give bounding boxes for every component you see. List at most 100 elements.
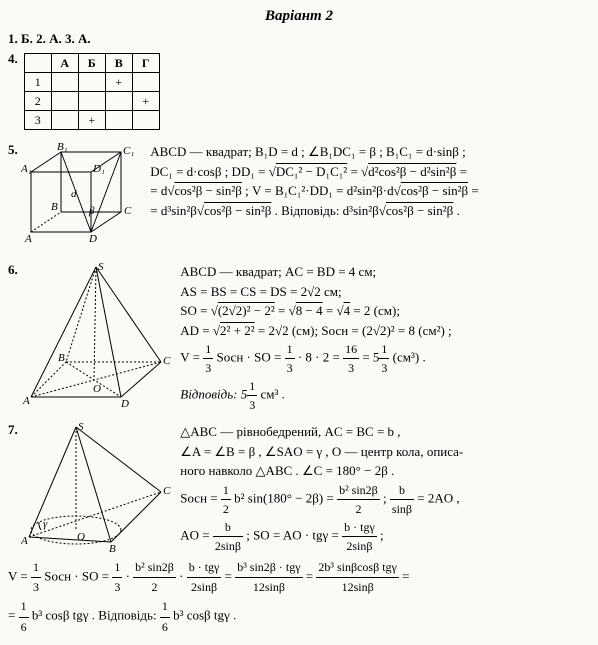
frac-n: 2b³ sinβcosβ tgγ (316, 558, 398, 578)
frac-d: 2sinβ (342, 537, 377, 555)
cell (132, 111, 159, 130)
p5-l4b: . Відповідь: d³sin²β (271, 203, 378, 218)
frac-d: 3 (112, 578, 122, 597)
p5-eq2b: = (456, 164, 467, 179)
p5-eq2: = (347, 164, 361, 179)
cell: + (132, 92, 159, 111)
p5-sqrt2a: DC₁² − D₁C₁² (276, 164, 347, 179)
p7-b1f: = (303, 569, 317, 584)
answers-1-3: 1. Б. 2. А. 3. А. (8, 31, 590, 47)
frac-n: 1 (247, 377, 257, 396)
label-c6: C (163, 355, 171, 367)
p7-l1: △ABC — рівнобедрений, AC = BC = b , (180, 424, 400, 439)
label-o6: O (93, 383, 101, 395)
frac-n: 1 (31, 558, 41, 578)
p7-l2: ∠A = ∠B = β , ∠SAO = γ , O — центр кола,… (180, 444, 463, 459)
row1-label: 1 (24, 73, 51, 92)
frac-d: 6 (160, 618, 170, 637)
p5-sqrt4: cos²β − sin²β (204, 203, 271, 218)
p5-l3b: ; V = B₁C₁²·DD₁ = d²sin²β·d (242, 183, 394, 198)
pyramid6-figure: S A B C D O (21, 262, 171, 416)
p5-l3c: = (468, 183, 479, 198)
label-s7: S (78, 422, 84, 433)
p6-l3d: = 2 (см); (350, 303, 400, 318)
cell (132, 73, 159, 92)
p6-l3a: SO = (180, 303, 210, 318)
frac-d: 12sinβ (316, 578, 398, 597)
frac-n: 1 (379, 340, 389, 359)
cell: + (105, 73, 132, 92)
row3-label: 3 (24, 111, 51, 130)
p7-l4a: Sосн = (180, 490, 221, 505)
p5-sqrt2b: d²cos²β − d²sin²β (368, 164, 456, 179)
frac-d: 2 (221, 500, 231, 518)
p5-sqrt3: cos²β − sin²β (174, 183, 241, 198)
label-b6: B (58, 352, 65, 364)
frac-n: 1 (112, 558, 122, 578)
frac-n: b² sin2β (337, 481, 380, 500)
p7-l5a: AO = (180, 527, 213, 542)
label-gamma: γ (43, 518, 48, 530)
label-c7: C (163, 485, 171, 497)
p6-l3c: = (323, 303, 337, 318)
p6-l6a: Відповідь: 5 (180, 386, 247, 401)
frac-n: b · tgγ (187, 558, 222, 578)
p7-l4b: b² sin(180° − 2β) = (231, 490, 337, 505)
variant-title: Варіант 2 (8, 8, 590, 25)
frac-n: 1 (19, 597, 29, 617)
p6-sqrt1: (2√2)² − 2² (218, 303, 275, 318)
th-a: А (51, 54, 78, 73)
row2-label: 2 (24, 92, 51, 111)
frac-d: sinβ (390, 500, 414, 518)
cell (105, 92, 132, 111)
p7-b1d: · (176, 569, 187, 584)
p7-l5c: ; (377, 527, 384, 542)
label-d1: D₁ (92, 163, 105, 175)
label-a6: A (22, 395, 30, 407)
p5-l4c: . (453, 203, 460, 218)
p6-l5c: · 8 · 2 = (295, 349, 344, 364)
p6-l5a: V = (180, 349, 203, 364)
label-b: B (51, 201, 58, 213)
frac-n: 1 (160, 597, 170, 617)
label-o7: O (77, 531, 85, 543)
frac-n: b² sin2β (133, 558, 176, 578)
p6-l5d: = 5 (359, 349, 379, 364)
label-b1: B₁ (57, 142, 68, 153)
frac-d: 3 (343, 359, 359, 377)
frac-n: 1 (285, 340, 295, 359)
p7-b1g: = (399, 569, 410, 584)
p5-l2a: DC₁ = d·cosβ ; DD₁ = (150, 164, 268, 179)
label-s6: S (98, 262, 104, 273)
frac-d: 3 (203, 359, 213, 377)
p6-l6b: см³ . (257, 386, 285, 401)
frac-d: 2sinβ (213, 537, 243, 555)
problem-7-num: 7. (8, 422, 18, 438)
cell (105, 111, 132, 130)
problem-5-num: 5. (8, 142, 18, 158)
p7-l4d: = 2AO , (414, 490, 460, 505)
p6-math: ABCD — квадрат; AC = BD = 4 см; AS = BS … (180, 262, 570, 414)
frac-n: 1 (221, 481, 231, 500)
label-beta: β (88, 205, 95, 217)
problem-5: 5. B₁ C₁ A₁ D₁ B C (8, 142, 590, 256)
p6-sqrt4: 2² + 2² (220, 323, 255, 338)
p6-l4a: AD = (180, 323, 213, 338)
frac-n: b³ sin2β · tgγ (235, 558, 302, 578)
th-g: Г (132, 54, 159, 73)
cell (51, 111, 78, 130)
p5-l4a: = d³sin²β (150, 203, 197, 218)
p7-b1e: = (221, 569, 235, 584)
th-blank (24, 54, 51, 73)
p5-sqrt3b: cos²β − sin²β (401, 183, 468, 198)
frac-n: 16 (343, 340, 359, 359)
p6-l1: ABCD — квадрат; AC = BD = 4 см; (180, 264, 376, 279)
p5-math: ABCD — квадрат; B₁D = d ; ∠B₁DC₁ = β ; B… (150, 142, 580, 220)
frac-d: 2 (337, 500, 380, 518)
pyramid7-figure: S A B C O γ (21, 422, 171, 556)
problem-6: 6. S A B C D O (8, 262, 590, 416)
label-d-edge: d (71, 188, 77, 200)
cell (51, 92, 78, 111)
p6-sqrt2: 8 − 4 (296, 303, 323, 318)
answer-table: А Б В Г 1 + 2 + 3 + (24, 53, 160, 130)
